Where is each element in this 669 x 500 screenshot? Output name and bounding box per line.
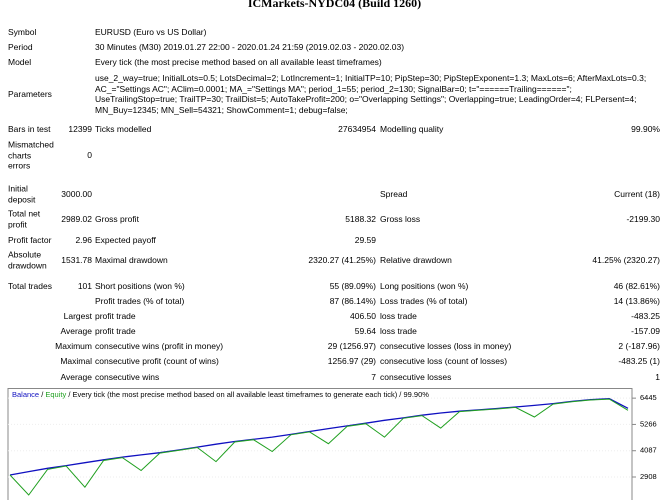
row-value: consecutive loss (count of losses) [380, 355, 508, 366]
row-value: 12399 [68, 123, 92, 134]
row-value: 29 (1256.97) [327, 340, 376, 351]
row-value: 46 (82.61%) [613, 280, 660, 291]
row-label: Total trades [8, 280, 52, 291]
legend: Balance / Equity / Every tick (the most … [12, 390, 429, 399]
row-value: 406.50 [350, 310, 376, 321]
row-value: loss trade [380, 310, 417, 321]
row-label: Total net profit [8, 208, 41, 230]
row-label: Bars in test [8, 123, 51, 134]
row-value: 2.96 [75, 234, 92, 245]
row-value: 3000.00 [61, 188, 92, 199]
plot-frame [7, 388, 633, 500]
row-value: 14 (13.86%) [613, 295, 660, 306]
row-label: Symbol [8, 26, 37, 37]
row-value: 101 [77, 280, 92, 291]
row-value: EURUSD (Euro vs US Dollar) [95, 26, 207, 37]
row-value: 7 [371, 371, 376, 382]
row-value: Average [60, 371, 92, 382]
legend-entry: Equity [45, 390, 66, 399]
legend-entry: / Every tick (the most precise method ba… [66, 390, 429, 399]
row-value: Maximal drawdown [95, 254, 168, 265]
row-value: Profit trades (% of total) [95, 295, 185, 306]
row-value: profit trade [95, 310, 136, 321]
row-value: -483.25 [631, 310, 660, 321]
y-tick-label: 4087 [640, 446, 657, 455]
row-value: 5188.32 [345, 213, 376, 224]
row-value: 27634954 [338, 123, 376, 134]
row-value: consecutive profit (count of wins) [95, 355, 219, 366]
row-value: consecutive wins [95, 371, 160, 382]
row-value: 99.90% [631, 123, 660, 134]
row-value: Loss trades (% of total) [380, 295, 468, 306]
row-value: 59.64 [354, 325, 376, 336]
row-label: Initial deposit [8, 183, 36, 205]
y-tick-label: 5266 [640, 419, 657, 428]
row-value: consecutive wins (profit in money) [95, 340, 224, 351]
row-value: 41.25% (2320.27) [592, 254, 660, 265]
row-value: consecutive losses (loss in money) [380, 340, 512, 351]
row-value: Modelling quality [380, 123, 444, 134]
row-value: Expected payoff [95, 234, 156, 245]
legend-entry: Balance [12, 390, 39, 399]
row-value: Maximum [55, 340, 92, 351]
row-label: Model [8, 56, 32, 67]
y-tick-label: 6445 [640, 393, 657, 402]
row-value: loss trade [380, 325, 417, 336]
row-value: Gross profit [95, 213, 139, 224]
chart: 2908 4087 5266 6445 Balance / Equity / Every… [7, 388, 657, 500]
row-value: profit trade [95, 325, 136, 336]
row-value: Ticks modelled [95, 123, 152, 134]
row-label: Mismatched charts errors [8, 139, 54, 171]
row-label: Period [8, 41, 33, 52]
row-value: Relative drawdown [380, 254, 452, 265]
row-value: Average [60, 325, 92, 336]
row-value: 29.59 [354, 234, 376, 245]
row-value: use_2_way=true; InitialLots=0.5; LotsDec… [95, 73, 647, 115]
row-value: -157.09 [631, 325, 660, 336]
row-value: 1531.78 [61, 254, 92, 265]
series-line [9, 398, 629, 496]
row-value: Maximal [60, 355, 92, 366]
series-line [9, 398, 629, 476]
row-value: Spread [380, 188, 408, 199]
row-value: 30 Minutes (M30) 2019.01.27 22:00 - 2020… [95, 41, 405, 52]
row-value: Short positions (won %) [95, 280, 185, 291]
row-value: 1256.97 (29) [327, 355, 376, 366]
row-value: -483.25 (1) [618, 355, 660, 366]
row-value: Long positions (won %) [380, 280, 469, 291]
row-value: 0 [87, 149, 92, 160]
row-value: 55 (89.09%) [329, 280, 376, 291]
row-label: Profit factor [8, 234, 52, 245]
row-value: consecutive losses [380, 371, 452, 382]
row-label: Parameters [8, 88, 52, 99]
row-value: 2989.02 [61, 213, 92, 224]
row-value: 1 [655, 371, 660, 382]
row-value: Current (18) [614, 188, 660, 199]
legend-entry: / [39, 390, 45, 399]
row-value: Every tick (the most precise method base… [95, 56, 382, 67]
y-tick-label: 2908 [640, 472, 657, 481]
row-value: Largest [63, 310, 92, 321]
row-label: Absolute drawdown [8, 249, 47, 271]
row-value: 2320.27 (41.25%) [308, 254, 376, 265]
report-title: ICMarkets-NYDC04 (Build 1260) [247, 0, 422, 10]
row-value: 87 (86.14%) [329, 295, 376, 306]
row-value: -2199.30 [626, 213, 660, 224]
row-value: Gross loss [380, 213, 421, 224]
row-value: 2 (-187.96) [618, 340, 660, 351]
